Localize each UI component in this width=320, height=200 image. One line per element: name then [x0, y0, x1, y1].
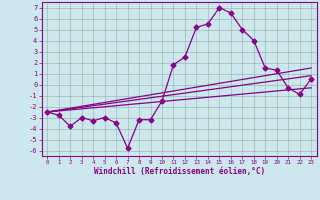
X-axis label: Windchill (Refroidissement éolien,°C): Windchill (Refroidissement éolien,°C): [94, 167, 265, 176]
